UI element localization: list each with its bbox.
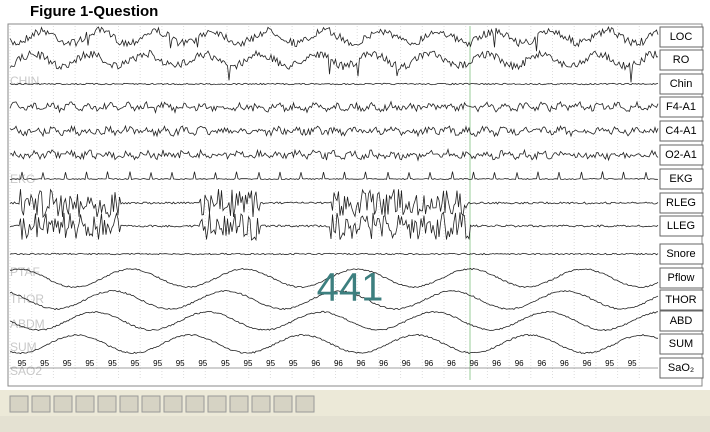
sao2-reading: 96 <box>470 359 479 368</box>
channel-button[interactable] <box>659 96 704 118</box>
faint-label: SAO2 <box>10 364 42 378</box>
status-bar <box>0 416 710 432</box>
channel-label[interactable]: F4-A1 <box>666 101 696 113</box>
sao2-reading: 96 <box>515 359 524 368</box>
faint-label: PTAF <box>10 265 40 279</box>
waveform <box>9 49 659 83</box>
channel-button[interactable] <box>659 120 704 142</box>
toolbar-button[interactable] <box>31 395 51 413</box>
channel-label[interactable]: Pflow <box>668 272 695 284</box>
channel-button[interactable] <box>659 168 704 190</box>
waveform <box>9 82 659 86</box>
waveform <box>9 124 659 138</box>
toolbar-button[interactable] <box>119 395 139 413</box>
sao2-reading: 96 <box>311 359 320 368</box>
sao2-reading: 96 <box>447 359 456 368</box>
channel-label[interactable]: Snore <box>666 248 695 260</box>
toolbar-button[interactable] <box>9 395 29 413</box>
waveform <box>9 267 659 289</box>
faint-label: EKG <box>10 172 35 186</box>
sao2-reading: 95 <box>266 359 275 368</box>
channel-label[interactable]: SaO₂ <box>668 362 694 374</box>
toolbar-button[interactable] <box>185 395 205 413</box>
toolbar-button[interactable] <box>295 395 315 413</box>
toolbar-button[interactable] <box>97 395 117 413</box>
channel-label[interactable]: RLEG <box>666 197 696 209</box>
waveform <box>9 310 659 332</box>
sao2-reading: 96 <box>379 359 388 368</box>
sao2-reading: 96 <box>357 359 366 368</box>
toolbar-button[interactable] <box>163 395 183 413</box>
sao2-reading: 96 <box>334 359 343 368</box>
waveform <box>9 211 659 242</box>
toolbar-button[interactable] <box>75 395 95 413</box>
sao2-reading: 95 <box>153 359 162 368</box>
channel-label[interactable]: Chin <box>670 78 693 90</box>
channel-button[interactable] <box>659 26 704 48</box>
waveform <box>9 26 659 52</box>
toolbar-button[interactable] <box>251 395 271 413</box>
sao2-reading: 95 <box>63 359 72 368</box>
sao2-reading: 96 <box>424 359 433 368</box>
channel-button[interactable] <box>659 267 704 289</box>
channel-button[interactable] <box>659 357 704 379</box>
sao2-reading: 95 <box>131 359 140 368</box>
channel-label[interactable]: RO <box>673 54 690 66</box>
toolbar-button[interactable] <box>229 395 249 413</box>
sao2-reading: 95 <box>244 359 253 368</box>
waveform <box>10 171 659 181</box>
faint-label: SUM <box>10 340 37 354</box>
toolbar-button[interactable] <box>207 395 227 413</box>
channel-button[interactable] <box>659 243 704 265</box>
sao2-reading: 96 <box>583 359 592 368</box>
waveform <box>9 100 659 114</box>
channel-label[interactable]: THOR <box>665 294 696 306</box>
sao2-reading: 95 <box>289 359 298 368</box>
channel-label[interactable]: EKG <box>669 173 692 185</box>
sao2-reading: 96 <box>537 359 546 368</box>
sao2-reading: 95 <box>198 359 207 368</box>
sao2-reading: 95 <box>18 359 27 368</box>
sao2-reading: 96 <box>560 359 569 368</box>
faint-label: CHIN <box>10 74 39 88</box>
sao2-reading: 96 <box>492 359 501 368</box>
sao2-reading: 96 <box>402 359 411 368</box>
channel-label[interactable]: SUM <box>669 338 693 350</box>
sao2-reading: 95 <box>85 359 94 368</box>
waveform <box>9 252 659 256</box>
channel-button[interactable] <box>659 192 704 214</box>
channel-button[interactable] <box>659 310 704 332</box>
sao2-reading: 95 <box>605 359 614 368</box>
signal-panel <box>7 23 703 387</box>
toolbar-button[interactable] <box>141 395 161 413</box>
faint-label: ABDM <box>10 317 45 331</box>
waveform <box>9 333 659 355</box>
toolbar-button[interactable] <box>53 395 73 413</box>
toolbar-button[interactable] <box>273 395 293 413</box>
sao2-reading: 95 <box>176 359 185 368</box>
sao2-reading: 95 <box>108 359 117 368</box>
waveform <box>9 148 659 162</box>
channel-button[interactable] <box>659 289 704 311</box>
channel-button[interactable] <box>659 49 704 71</box>
figure-title: Figure 1-Question <box>30 3 158 20</box>
channel-button[interactable] <box>659 144 704 166</box>
channel-label[interactable]: ABD <box>670 315 693 327</box>
channel-button[interactable] <box>659 333 704 355</box>
waveform <box>9 289 659 311</box>
sao2-reading: 95 <box>628 359 637 368</box>
channel-button[interactable] <box>659 73 704 95</box>
sao2-reading: 95 <box>40 359 49 368</box>
channel-label[interactable]: LOC <box>670 31 693 43</box>
channel-label[interactable]: O2-A1 <box>665 149 697 161</box>
channel-button[interactable] <box>659 215 704 237</box>
epoch-number: 441 <box>317 266 384 310</box>
channel-label[interactable]: C4-A1 <box>665 125 696 137</box>
channel-label[interactable]: LLEG <box>667 220 695 232</box>
sao2-reading: 95 <box>221 359 230 368</box>
waveform <box>9 188 659 218</box>
